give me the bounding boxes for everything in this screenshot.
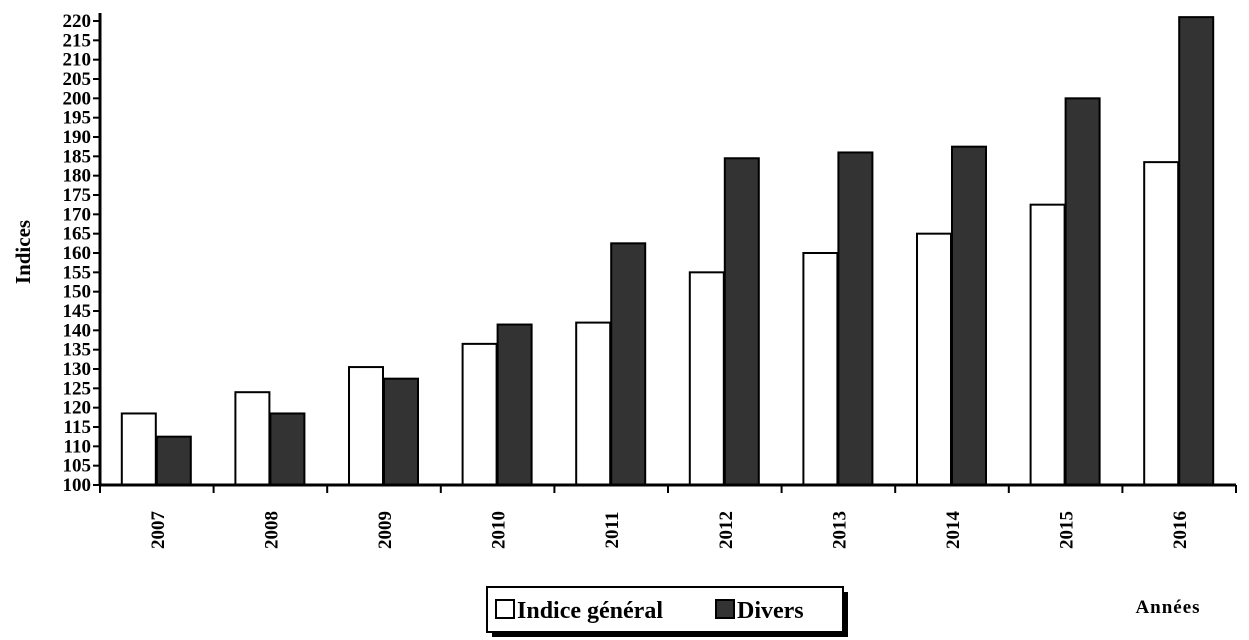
bar-indice-general-2007 — [120, 412, 157, 487]
y-tick-label: 115 — [64, 417, 91, 438]
x-tick-label-2010: 2010 — [489, 511, 510, 549]
legend-swatch-indice-general — [495, 599, 515, 619]
bar-divers-2014 — [951, 145, 987, 487]
y-tick-label: 150 — [63, 282, 92, 303]
x-tick-label-2012: 2012 — [716, 511, 737, 549]
y-axis-ticks: 1001051101151201251301351401451501551601… — [63, 11, 100, 496]
y-tick-label: 175 — [63, 185, 92, 206]
y-tick-label: 200 — [63, 88, 92, 109]
x-tick-label-2008: 2008 — [261, 511, 282, 549]
y-tick-label: 125 — [63, 378, 92, 399]
bar-divers-2016 — [1178, 16, 1215, 487]
x-tick-label-2014: 2014 — [943, 511, 964, 550]
y-tick-label: 155 — [63, 262, 92, 283]
x-tick-label-2016: 2016 — [1170, 511, 1191, 549]
y-tick-label: 170 — [63, 204, 92, 225]
bar-divers-2007 — [155, 435, 192, 486]
bars — [120, 16, 1215, 487]
bar-indice-general-2008 — [234, 391, 271, 487]
y-tick-label: 145 — [63, 301, 92, 322]
bar-divers-2010 — [496, 323, 533, 486]
legend-swatch-divers — [715, 599, 735, 619]
y-tick-label: 220 — [63, 11, 92, 32]
x-axis-tick-labels: 2007 2008 2009 2010 2011 2012 2013 2014 2015 2016 — [148, 511, 1191, 550]
y-tick-label: 100 — [63, 475, 92, 496]
bar-divers-2013 — [837, 151, 874, 486]
bar-divers-2008 — [269, 412, 306, 487]
bar-indice-general-2016 — [1143, 161, 1180, 486]
y-tick-label: 180 — [63, 166, 92, 187]
bar-indice-general-2015 — [1029, 203, 1066, 487]
y-tick-label: 105 — [63, 456, 92, 477]
y-tick-label: 110 — [64, 436, 91, 457]
legend-label-indice-general: Indice général — [517, 598, 663, 624]
y-tick-label: 130 — [63, 359, 92, 380]
y-tick-label: 190 — [63, 127, 92, 148]
legend-box — [486, 586, 844, 633]
y-tick-label: 165 — [63, 224, 92, 245]
y-tick-label: 160 — [63, 243, 92, 264]
bar-divers-2011 — [610, 242, 647, 486]
y-tick-label: 135 — [63, 340, 92, 361]
bar-indice-general-2011 — [575, 321, 612, 486]
x-tick-label-2011: 2011 — [602, 512, 623, 549]
x-tick-label-2015: 2015 — [1057, 511, 1078, 549]
bar-indice-general-2009 — [348, 366, 384, 487]
y-tick-label: 215 — [63, 30, 92, 51]
y-tick-label: 205 — [63, 69, 92, 90]
y-tick-label: 185 — [63, 146, 92, 167]
y-tick-label: 195 — [63, 108, 92, 129]
legend-label-divers: Divers — [737, 598, 804, 624]
y-tick-label: 210 — [63, 50, 92, 71]
bar-divers-2012 — [723, 157, 760, 486]
bar-indice-general-2013 — [802, 252, 839, 486]
y-tick-label: 120 — [63, 398, 92, 419]
x-axis-title: Années — [1135, 597, 1200, 618]
x-tick-label-2007: 2007 — [148, 511, 169, 550]
bar-indice-general-2014 — [916, 232, 952, 486]
bar-divers-2009 — [383, 377, 419, 486]
axes — [98, 13, 1237, 493]
bar-divers-2015 — [1064, 97, 1101, 486]
bar-indice-general-2012 — [688, 271, 725, 487]
x-tick-label-2009: 2009 — [375, 511, 396, 549]
y-tick-label: 140 — [63, 320, 92, 341]
y-axis-title: Indices — [11, 220, 35, 284]
x-tick-label-2013: 2013 — [829, 511, 850, 549]
legend: Indice général Divers — [486, 586, 848, 637]
bar-indice-general-2010 — [461, 342, 498, 486]
